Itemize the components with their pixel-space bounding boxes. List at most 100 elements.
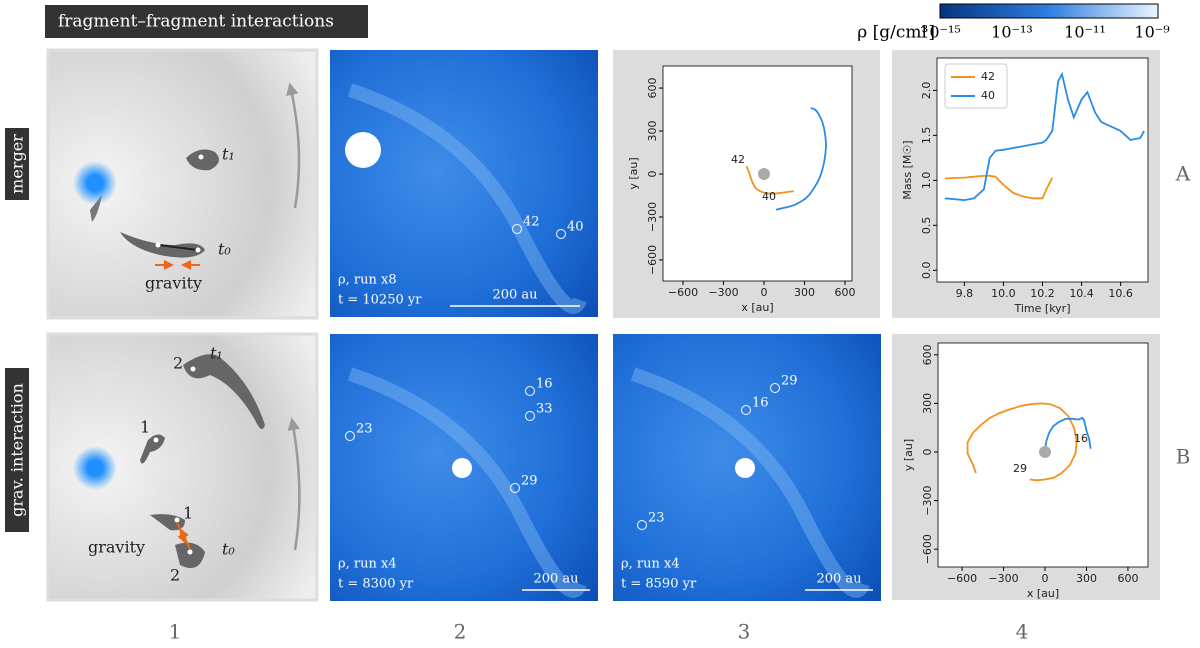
time-label: t₀ <box>218 240 231 259</box>
series-label: 40 <box>762 190 776 203</box>
fragment-label: 29 <box>521 474 538 489</box>
row-label: grav. interaction <box>8 383 27 517</box>
scale-label: 200 au <box>816 572 861 587</box>
fragment-label: 29 <box>781 374 798 389</box>
schematic <box>46 332 319 602</box>
central-star <box>1039 446 1052 459</box>
force-label: gravity <box>145 274 202 293</box>
y-tick-label: 300 <box>646 121 659 142</box>
x-axis-label: x [au] <box>1027 587 1059 600</box>
time-label: t₀ <box>222 540 235 559</box>
gas-filament <box>347 83 587 314</box>
x-tick-label: 600 <box>1117 572 1138 585</box>
title-box <box>45 5 368 38</box>
x-tick-label: 300 <box>1076 572 1097 585</box>
fragment-label: 23 <box>356 422 373 437</box>
series-line <box>944 71 1145 202</box>
caption: ρ, run x4 <box>338 557 397 572</box>
y-tick-label: 600 <box>921 344 934 365</box>
fragment-label: 42 <box>523 215 540 230</box>
schematic <box>46 48 319 320</box>
x-tick-label: 9.8 <box>956 287 974 300</box>
colorbar-tick-label: 10⁻¹³ <box>991 23 1033 42</box>
plot-area <box>662 65 853 282</box>
fragment-label: 23 <box>648 511 665 526</box>
time-label: t₁ <box>210 344 223 363</box>
y-tick-label: 1.5 <box>920 127 933 145</box>
scale-label: 200 au <box>492 288 537 303</box>
legend-label: 40 <box>981 89 995 102</box>
series-line <box>745 165 794 195</box>
y-axis-label: y [au] <box>627 157 640 189</box>
star <box>735 458 755 478</box>
fragment-label: 2 <box>170 566 180 585</box>
colorbar <box>939 3 1159 19</box>
fragment-label: 1 <box>183 504 193 523</box>
y-tick-label: −600 <box>646 245 659 275</box>
y-tick-label: 0 <box>646 171 659 178</box>
fragment-label: 2 <box>173 354 183 373</box>
fragment-label: 16 <box>536 377 553 392</box>
series-line <box>775 107 828 211</box>
y-tick-label: −300 <box>646 202 659 232</box>
series-line <box>966 402 1078 482</box>
figure-title: fragment–fragment interactions <box>58 12 334 32</box>
x-tick-label: 10.6 <box>1108 287 1133 300</box>
x-tick-label: 300 <box>794 286 815 299</box>
colorbar-tick-label: 10⁻¹¹ <box>1064 23 1106 42</box>
central-star <box>757 168 770 181</box>
series-label: 42 <box>731 153 745 166</box>
simulation-image <box>330 50 598 317</box>
time-label: t = 8590 yr <box>621 577 697 592</box>
x-axis-label: x [au] <box>741 301 773 314</box>
gas-filament <box>347 367 587 598</box>
y-tick-label: 0.5 <box>920 217 933 235</box>
x-tick-label: 600 <box>834 286 855 299</box>
row-label-box <box>5 368 29 532</box>
force-label: gravity <box>88 538 145 557</box>
x-axis-label: Time [kyr] <box>1013 302 1070 315</box>
x-tick-label: 10.0 <box>991 287 1016 300</box>
row-label-box <box>5 128 29 200</box>
fragment-marker <box>556 229 566 239</box>
fragment-marker <box>512 224 522 234</box>
caption: ρ, run x4 <box>621 557 680 572</box>
column-number: 1 <box>169 620 182 644</box>
x-tick-label: 0 <box>760 286 767 299</box>
star <box>452 458 472 478</box>
series-label: 16 <box>1074 432 1088 445</box>
fragment-label: 40 <box>567 220 584 235</box>
x-tick-label: 0 <box>1042 572 1049 585</box>
y-tick-label: 1.0 <box>920 172 933 190</box>
fragment-marker <box>345 431 355 441</box>
time-label: t₁ <box>222 145 235 164</box>
fragment-label: 16 <box>752 396 769 411</box>
fragment-label: 1 <box>140 418 150 437</box>
colorbar-tick-label: 10⁻⁹ <box>1134 23 1170 42</box>
x-tick-label: 10.4 <box>1069 287 1094 300</box>
column-number: 4 <box>1016 620 1029 644</box>
time-label: t = 8300 yr <box>338 577 414 592</box>
y-tick-label: −300 <box>921 485 934 515</box>
series-label: 29 <box>1013 462 1027 475</box>
time-label: t = 10250 yr <box>338 293 422 308</box>
plot-area <box>936 57 1149 283</box>
colorbar-label: ρ [g/cm³] <box>857 23 935 43</box>
colorbar-tick-label: 10⁻¹⁵ <box>919 23 961 42</box>
series-line <box>1044 416 1092 451</box>
y-tick-label: 600 <box>646 78 659 99</box>
y-tick-label: 0 <box>921 449 934 456</box>
row-letter: B <box>1176 445 1191 469</box>
y-tick-label: 2.0 <box>920 82 933 100</box>
x-tick-label: −300 <box>988 572 1018 585</box>
y-tick-label: −600 <box>921 534 934 564</box>
x-tick-label: −600 <box>947 572 977 585</box>
x-tick-label: 10.2 <box>1030 287 1055 300</box>
fragment-marker <box>510 483 520 493</box>
caption: ρ, run x8 <box>338 273 397 288</box>
fragment-marker <box>637 520 647 530</box>
x-tick-label: −300 <box>708 286 738 299</box>
series-line <box>944 174 1054 200</box>
legend-label: 42 <box>981 70 995 83</box>
